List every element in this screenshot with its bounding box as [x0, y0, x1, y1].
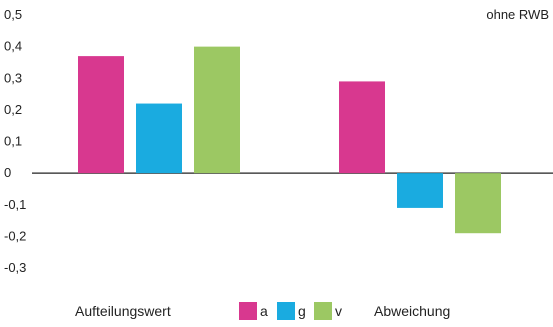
legend-label-g: g [298, 303, 306, 319]
legend-swatch-a [239, 302, 257, 320]
y-tick-label: 0,4 [4, 39, 22, 54]
legend-label-a: a [260, 303, 268, 319]
legend: Aufteilungswert a g v Abweichung [0, 300, 553, 324]
legend-swatch-v [314, 302, 332, 320]
y-tick-label: 0,3 [4, 70, 22, 85]
y-tick-label: 0,2 [4, 102, 22, 117]
corner-note: ohne RWB [486, 7, 549, 22]
bars-group [78, 46, 501, 234]
bar-v-aufteilungswert [194, 46, 240, 174]
y-axis-ticks: 0,5 0,4 0,3 0,2 0,1 0 -0,1 -0,2 -0,3 [4, 7, 26, 275]
bar-g-abweichung [397, 173, 443, 208]
y-tick-label: 0 [4, 165, 11, 180]
y-tick-label: -0,2 [4, 228, 26, 243]
y-tick-label: 0,5 [4, 7, 22, 22]
group-label-right: Abweichung [374, 303, 451, 319]
legend-label-v: v [335, 303, 342, 319]
y-tick-label: -0,1 [4, 197, 26, 212]
bar-a-aufteilungswert [78, 56, 124, 174]
bar-v-abweichung [455, 173, 501, 234]
y-tick-label: 0,1 [4, 134, 22, 149]
y-tick-label: -0,3 [4, 260, 26, 275]
bar-a-abweichung [339, 81, 385, 174]
group-label-left: Aufteilungswert [75, 303, 171, 319]
bar-g-aufteilungswert [136, 103, 182, 174]
legend-swatch-g [277, 302, 295, 320]
